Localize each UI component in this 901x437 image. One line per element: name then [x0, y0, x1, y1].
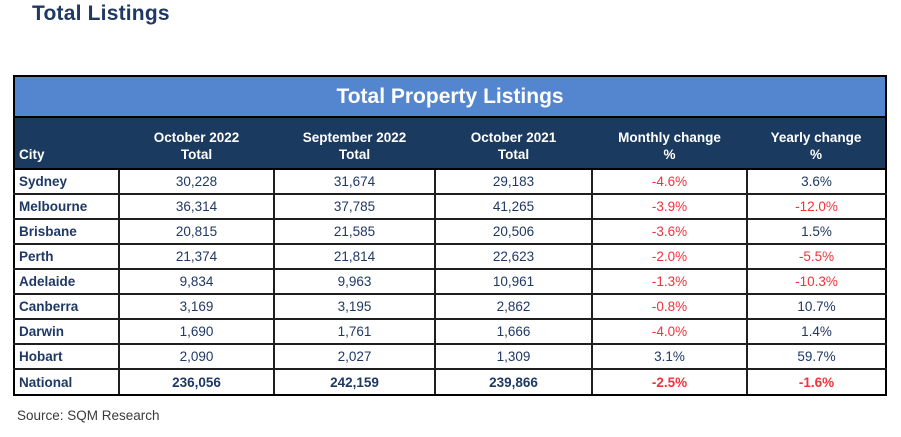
cell-yearly-change: 1.5%: [745, 218, 888, 245]
cell-oct-2022-total: 36,314: [118, 193, 275, 220]
cell-yearly-change: 10.7%: [745, 293, 888, 320]
table-row-adelaide: Adelaide 9,834 9,963 10,961 -1.3% -10.3%: [13, 268, 888, 295]
cell-city: Adelaide: [13, 268, 120, 295]
cell-oct-2022-total: 21,374: [118, 243, 275, 270]
col-header-city: City: [13, 116, 119, 170]
col-header-sublabel: Total: [497, 147, 530, 163]
col-header-sublabel: %: [810, 147, 823, 163]
cell-sep-2022-total: 37,785: [273, 193, 436, 220]
cell-monthly-change: -0.8%: [591, 293, 748, 320]
cell-oct-2022-total: 1,690: [118, 318, 275, 345]
col-header-sep-2022: September 2022 Total: [274, 116, 435, 170]
cell-oct-2021-total: 10,961: [434, 268, 593, 295]
col-header-label: October 2022: [153, 129, 240, 145]
table-row-brisbane: Brisbane 20,815 21,585 20,506 -3.6% 1.5%: [13, 218, 888, 245]
col-header-oct-2022: October 2022 Total: [119, 116, 274, 170]
cell-sep-2022-total: 31,674: [273, 168, 436, 195]
cell-city: National: [13, 368, 120, 396]
col-header-label: Monthly change: [618, 129, 721, 145]
cell-sep-2022-total: 21,814: [273, 243, 436, 270]
col-header-monthly-change: Monthly change%: [592, 116, 747, 170]
table-row-melbourne: Melbourne 36,314 37,785 41,265 -3.9% -12…: [13, 193, 888, 220]
cell-city: Hobart: [13, 343, 120, 370]
cell-oct-2022-total: 2,090: [118, 343, 275, 370]
table-row-canberra: Canberra 3,169 3,195 2,862 -0.8% 10.7%: [13, 293, 888, 320]
table-row-hobart: Hobart 2,090 2,027 1,309 3.1% 59.7%: [13, 343, 888, 370]
cell-city: Perth: [13, 243, 120, 270]
cell-yearly-change: 59.7%: [745, 343, 888, 370]
cell-oct-2022-total: 3,169: [118, 293, 275, 320]
cell-monthly-change: -2.5%: [591, 368, 748, 396]
cell-monthly-change: -3.6%: [591, 218, 748, 245]
cell-sep-2022-total: 242,159: [273, 368, 436, 396]
cell-sep-2022-total: 2,027: [273, 343, 436, 370]
col-header-label: September 2022: [302, 129, 407, 145]
col-header-sublabel: Total: [180, 147, 213, 163]
cell-monthly-change: -4.6%: [591, 168, 748, 195]
table-row-perth: Perth 21,374 21,814 22,623 -2.0% -5.5%: [13, 243, 888, 270]
cell-monthly-change: 3.1%: [591, 343, 748, 370]
table-header-row: City October 2022 Total September 2022 Tot…: [13, 116, 888, 170]
cell-oct-2021-total: 1,666: [434, 318, 593, 345]
table-banner-row: Total Property Listings: [12, 75, 888, 118]
col-header-label: Yearly change: [770, 129, 862, 145]
table-banner-title: Total Property Listings: [12, 75, 888, 118]
cell-monthly-change: -2.0%: [591, 243, 748, 270]
cell-yearly-change: 3.6%: [745, 168, 888, 195]
cell-monthly-change: -1.3%: [591, 268, 748, 295]
cell-monthly-change: -3.9%: [591, 193, 748, 220]
cell-oct-2021-total: 239,866: [434, 368, 593, 396]
table-row-darwin: Darwin 1,690 1,761 1,666 -4.0% 1.4%: [13, 318, 888, 345]
col-header-label: City: [19, 147, 45, 163]
table-row-sydney: Sydney 30,228 31,674 29,183 -4.6% 3.6%: [13, 168, 888, 195]
cell-sep-2022-total: 1,761: [273, 318, 436, 345]
data-table: Total Property Listings City October 202…: [12, 75, 888, 396]
cell-city: Canberra: [13, 293, 120, 320]
cell-city: Brisbane: [13, 218, 120, 245]
cell-sep-2022-total: 3,195: [273, 293, 436, 320]
cell-yearly-change: 1.4%: [745, 318, 888, 345]
cell-oct-2021-total: 22,623: [434, 243, 593, 270]
cell-yearly-change: -5.5%: [745, 243, 888, 270]
cell-city: Sydney: [13, 168, 120, 195]
cell-yearly-change: -1.6%: [745, 368, 888, 396]
col-header-sublabel: %: [663, 147, 676, 163]
cell-oct-2021-total: 1,309: [434, 343, 593, 370]
cell-oct-2021-total: 2,862: [434, 293, 593, 320]
cell-oct-2022-total: 20,815: [118, 218, 275, 245]
cell-yearly-change: -12.0%: [745, 193, 888, 220]
cell-city: Melbourne: [13, 193, 120, 220]
cell-yearly-change: -10.3%: [745, 268, 888, 295]
col-header-sublabel: Total: [338, 147, 371, 163]
cell-sep-2022-total: 21,585: [273, 218, 436, 245]
page-title: Total Listings: [32, 2, 170, 25]
cell-sep-2022-total: 9,963: [273, 268, 436, 295]
cell-oct-2021-total: 20,506: [434, 218, 593, 245]
table-row-national: National 236,056 242,159 239,866 -2.5% -…: [13, 368, 888, 396]
col-header-oct-2021: October 2021 Total: [435, 116, 592, 170]
cell-monthly-change: -4.0%: [591, 318, 748, 345]
cell-oct-2022-total: 236,056: [118, 368, 275, 396]
source-note: Source: SQM Research: [17, 408, 160, 423]
col-header-label: October 2021: [470, 129, 557, 145]
col-header-yearly-change: Yearly change%: [747, 116, 888, 170]
cell-oct-2021-total: 29,183: [434, 168, 593, 195]
cell-oct-2022-total: 30,228: [118, 168, 275, 195]
cell-oct-2022-total: 9,834: [118, 268, 275, 295]
cell-city: Darwin: [13, 318, 120, 345]
cell-oct-2021-total: 41,265: [434, 193, 593, 220]
total-property-listings-table: Total Property Listings City October 202…: [12, 75, 888, 396]
